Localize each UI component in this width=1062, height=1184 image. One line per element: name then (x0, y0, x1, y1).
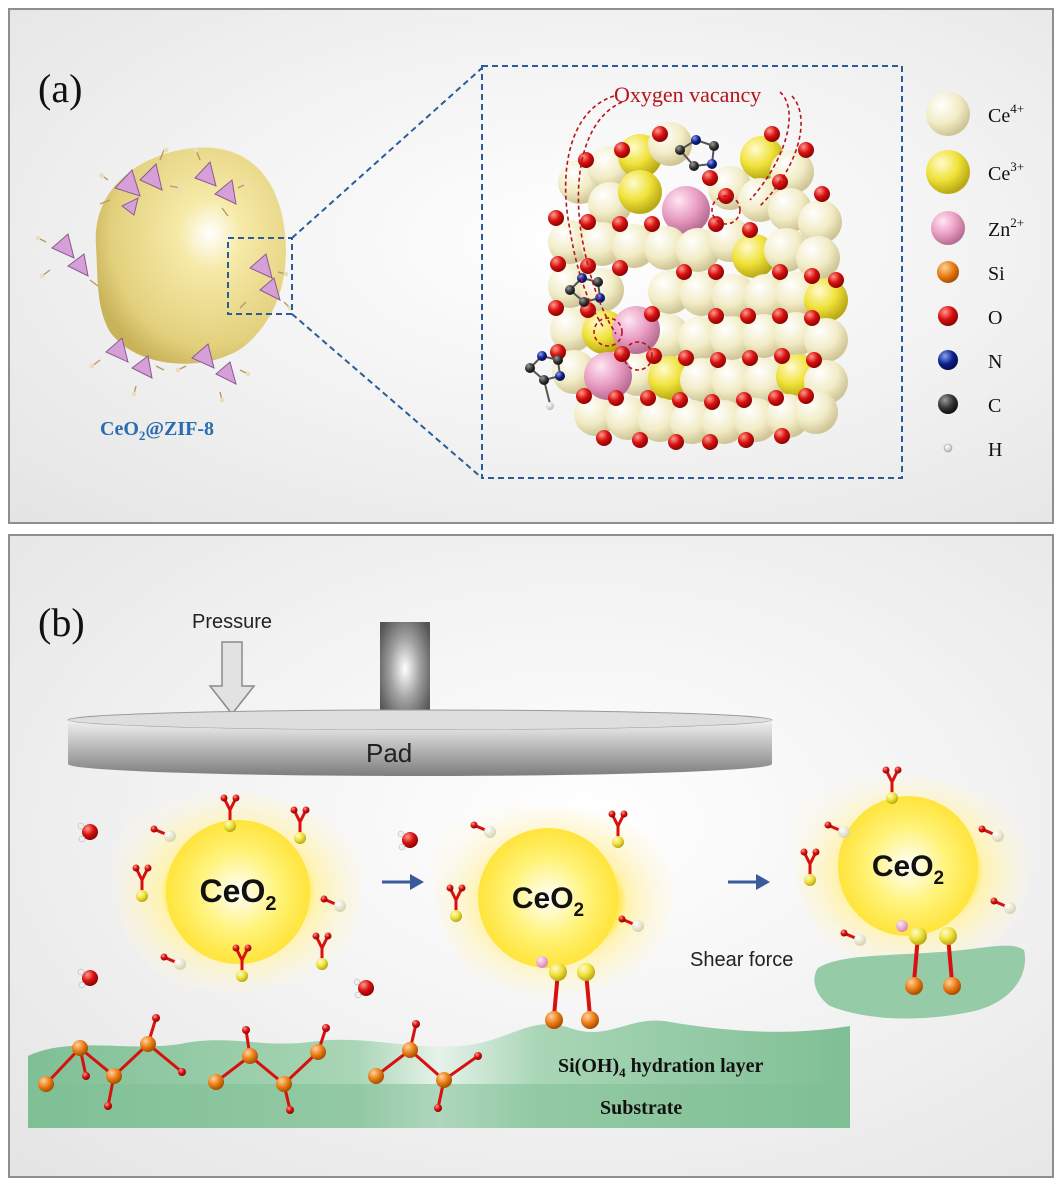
panel-a-label: (a) (38, 66, 82, 111)
pad-shaft (380, 622, 430, 726)
svg-text:H: H (988, 439, 1002, 461)
zoom-indicator (227, 65, 903, 479)
polishing-pad: Pad (67, 709, 773, 776)
ceo2-lattice (525, 122, 848, 450)
legend-item-si: Si (937, 261, 1005, 285)
panel-b: (b) Pressure Pad Si(OH)4 hydration layer… (8, 534, 1054, 1178)
particle-caption: CeO2@ZIF-8 (100, 418, 214, 443)
ceo2-label-1: CeO2 (200, 873, 277, 915)
ceo2-particle-2: CeO2 (433, 806, 673, 1029)
svg-text:Ce4+: Ce4+ (988, 101, 1024, 127)
legend-item-n: N (938, 350, 1002, 373)
substrate-label: Substrate (600, 1097, 682, 1119)
svg-text:Si: Si (988, 263, 1005, 285)
ceo2-particle-3: CeO2 (791, 765, 1029, 1019)
legend-item-o: O (938, 306, 1002, 329)
svg-text:Zn2+: Zn2+ (988, 215, 1024, 241)
svg-text:N: N (988, 351, 1002, 373)
legend-item-ce3: Ce3+ (926, 150, 1024, 194)
panel-b-diagram: (b) Pressure Pad Si(OH)4 hydration layer… (28, 600, 1029, 1128)
process-arrow-2 (728, 874, 770, 890)
legend: Ce4+ Ce3+ Zn2+ Si O N C H (926, 92, 1024, 461)
ceo2-label-3: CeO2 (872, 850, 944, 889)
svg-text:Oxygen vacancy: Oxygen vacancy (614, 82, 761, 107)
ceo2-label-2: CeO2 (512, 882, 584, 921)
svg-text:Pressure: Pressure (192, 611, 272, 633)
oxygen-vacancy-annotation: Oxygen vacancy (564, 82, 802, 371)
process-arrow-1 (382, 874, 424, 890)
svg-text:Ce3+: Ce3+ (988, 159, 1024, 185)
legend-item-h: H (943, 439, 1002, 461)
svg-text:C: C (988, 395, 1001, 417)
legend-item-zn: Zn2+ (931, 211, 1024, 245)
ceo2-particle-1: CeO2 (113, 792, 363, 993)
svg-text:O: O (988, 307, 1002, 329)
panel-b-label: (b) (38, 600, 85, 645)
panel-a: (a) CeO2@ZIF-8 (8, 8, 1054, 524)
legend-item-ce4: Ce4+ (926, 92, 1024, 136)
shear-force-label: Shear force (690, 949, 793, 971)
ceo2-zif8-particle (35, 147, 293, 403)
pressure-arrow: Pressure (192, 611, 272, 716)
panel-a-diagram: (a) CeO2@ZIF-8 (35, 65, 1024, 479)
hydration-layer-label: Si(OH)4 hydration layer (558, 1055, 764, 1080)
legend-item-c: C (938, 394, 1001, 417)
pad-label: Pad (366, 738, 412, 768)
silicon-atoms (38, 1036, 452, 1092)
